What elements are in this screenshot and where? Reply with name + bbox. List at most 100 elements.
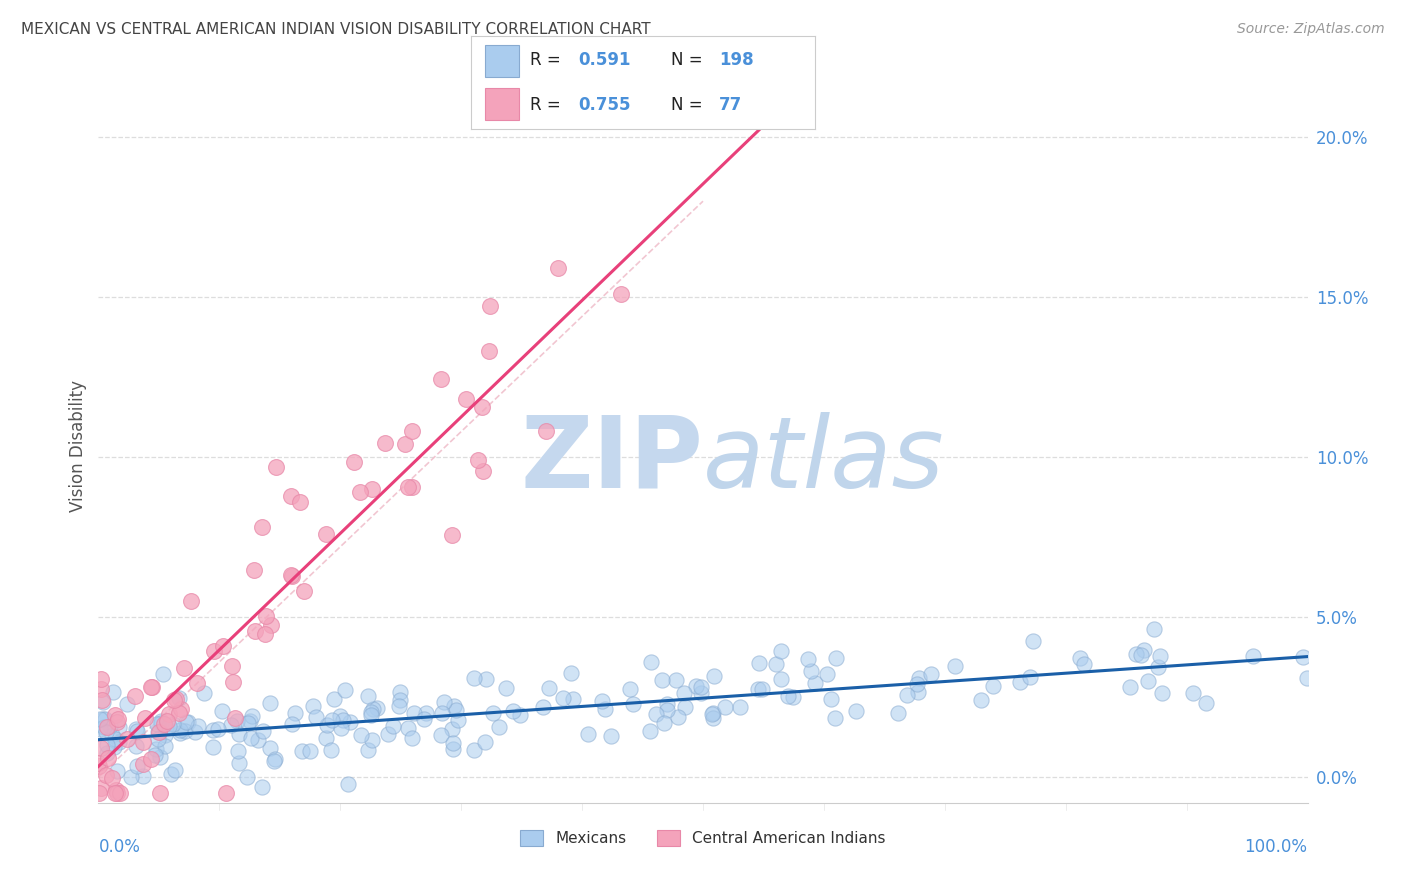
Point xyxy=(655,697,678,711)
Point xyxy=(167,706,190,721)
Point xyxy=(101,771,124,785)
Text: 198: 198 xyxy=(718,52,754,70)
Point xyxy=(89,786,111,800)
Point xyxy=(815,667,838,681)
Point xyxy=(920,666,942,681)
Point xyxy=(250,780,273,794)
Point xyxy=(226,714,249,729)
Point xyxy=(145,742,167,756)
Point xyxy=(156,714,179,728)
Point xyxy=(690,680,713,694)
Point xyxy=(141,752,163,766)
Point xyxy=(153,717,176,731)
Point xyxy=(143,747,166,762)
Point xyxy=(981,679,1004,693)
Point xyxy=(1022,633,1045,648)
Point xyxy=(366,700,388,714)
Point xyxy=(432,706,454,721)
Point xyxy=(770,643,793,657)
Point xyxy=(121,771,143,785)
Point xyxy=(471,464,494,478)
Point xyxy=(201,740,224,755)
Point xyxy=(108,720,131,734)
Point xyxy=(456,392,478,406)
Point xyxy=(89,712,111,726)
Point xyxy=(246,733,269,747)
Point xyxy=(441,723,464,737)
Point xyxy=(800,664,823,678)
Point xyxy=(1069,650,1091,665)
Point xyxy=(240,731,263,746)
Point xyxy=(101,685,124,699)
Point xyxy=(94,725,117,739)
Point xyxy=(1152,686,1174,700)
Point xyxy=(228,756,250,771)
Point xyxy=(124,722,146,736)
Point xyxy=(290,494,312,508)
Text: atlas: atlas xyxy=(703,412,945,508)
Point xyxy=(463,743,485,757)
Point xyxy=(1130,648,1153,662)
Point xyxy=(149,716,172,731)
Point xyxy=(115,732,138,747)
Point xyxy=(654,715,676,730)
Point xyxy=(702,706,724,721)
Legend: Mexicans, Central American Indians: Mexicans, Central American Indians xyxy=(515,824,891,852)
Point xyxy=(201,723,224,737)
Point xyxy=(645,706,668,721)
Point xyxy=(315,731,337,745)
Text: N =: N = xyxy=(671,95,707,113)
Point xyxy=(907,685,929,699)
Point xyxy=(93,720,115,734)
Point xyxy=(89,722,111,736)
Text: 0.755: 0.755 xyxy=(578,95,630,113)
Point xyxy=(236,770,259,784)
Text: 77: 77 xyxy=(718,95,742,113)
Point xyxy=(943,659,966,673)
Point xyxy=(90,673,112,687)
Point xyxy=(1147,659,1170,673)
Point xyxy=(141,681,163,695)
Point xyxy=(703,669,725,683)
Point xyxy=(374,436,396,450)
Point xyxy=(322,691,344,706)
Point xyxy=(107,712,129,726)
Point xyxy=(299,744,322,758)
Point xyxy=(97,750,120,764)
Point xyxy=(765,657,787,672)
Point xyxy=(360,708,382,723)
Point xyxy=(349,484,371,499)
Point xyxy=(432,695,454,709)
Point xyxy=(495,681,517,695)
Point xyxy=(560,665,582,680)
Point xyxy=(782,690,804,705)
Text: MEXICAN VS CENTRAL AMERICAN INDIAN VISION DISABILITY CORRELATION CHART: MEXICAN VS CENTRAL AMERICAN INDIAN VISIO… xyxy=(21,22,651,37)
Point xyxy=(1073,657,1095,672)
Point xyxy=(165,764,187,778)
Point xyxy=(1125,647,1147,661)
Point xyxy=(1194,696,1216,710)
Point xyxy=(430,372,453,386)
Point xyxy=(748,656,770,670)
Point xyxy=(332,714,354,728)
Point xyxy=(180,594,202,608)
Point xyxy=(193,686,215,700)
Point xyxy=(103,731,125,746)
Point xyxy=(224,711,246,725)
Point xyxy=(243,624,266,638)
Point xyxy=(228,726,250,740)
Point xyxy=(675,700,697,714)
Point xyxy=(157,719,180,733)
Point xyxy=(820,692,842,706)
Point xyxy=(105,714,128,729)
Point xyxy=(640,655,662,669)
Point xyxy=(1295,671,1317,685)
Point xyxy=(467,452,489,467)
Point xyxy=(377,727,399,741)
Point xyxy=(131,769,153,783)
Point xyxy=(638,723,661,738)
Point xyxy=(415,706,437,721)
Point xyxy=(481,706,503,720)
Point xyxy=(211,640,233,654)
Point xyxy=(115,698,138,712)
